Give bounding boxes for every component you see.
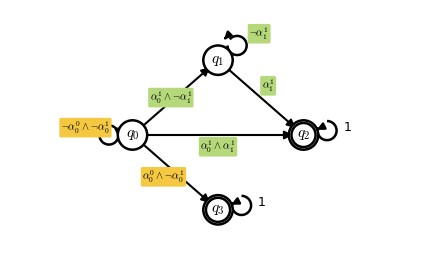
Text: 1: 1 [258, 196, 266, 209]
Circle shape [118, 120, 147, 150]
Text: $q_0$: $q_0$ [126, 127, 140, 143]
Text: $\alpha_0^1 \wedge \alpha_1^1$: $\alpha_0^1 \wedge \alpha_1^1$ [201, 139, 235, 155]
Circle shape [203, 45, 233, 75]
Text: $\neg\alpha_1^1$: $\neg\alpha_1^1$ [249, 25, 269, 42]
Text: $\neg\alpha_0^0 \wedge \neg\alpha_0^1$: $\neg\alpha_0^0 \wedge \neg\alpha_0^1$ [61, 119, 110, 136]
Circle shape [203, 195, 233, 225]
Circle shape [289, 120, 318, 150]
Text: $\alpha_1^1$: $\alpha_1^1$ [262, 77, 275, 94]
Text: $q_2$: $q_2$ [297, 127, 310, 143]
Text: $\alpha_0^1 \wedge \neg\alpha_1^1$: $\alpha_0^1 \wedge \neg\alpha_1^1$ [150, 89, 192, 106]
Text: $q_3$: $q_3$ [211, 202, 225, 217]
Text: 1: 1 [344, 121, 351, 134]
Text: $\alpha_0^0 \wedge \neg\alpha_0^1$: $\alpha_0^0 \wedge \neg\alpha_0^1$ [143, 168, 184, 185]
Text: $q_1$: $q_1$ [211, 53, 225, 68]
